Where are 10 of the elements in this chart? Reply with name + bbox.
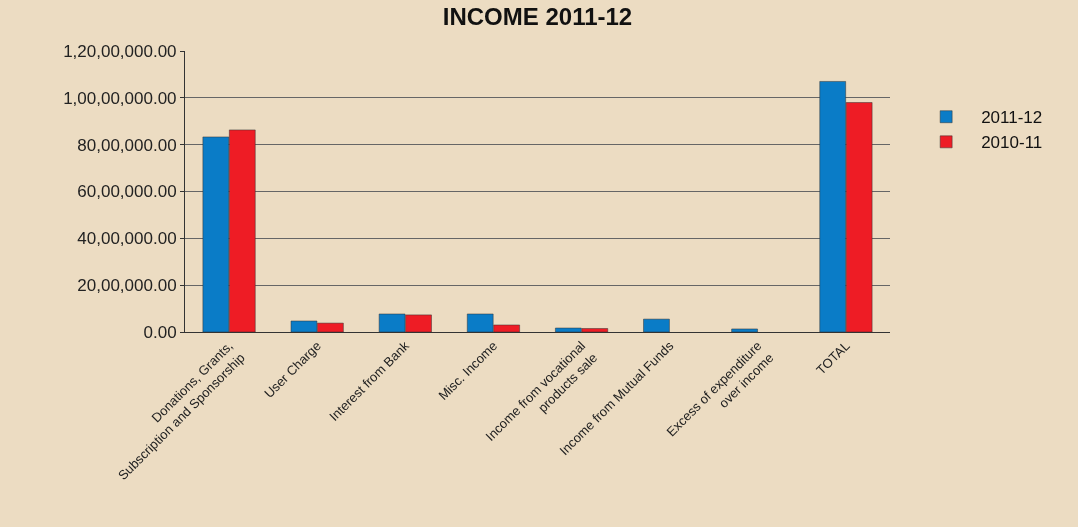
legend-label: 2011-12 [981,108,1043,128]
y-tick-label: 60,00,000.00 [77,182,177,202]
y-tick-label: 20,00,000.00 [77,276,177,296]
y-tick-label: 0.00 [143,322,177,342]
legend-label: 2010-11 [981,133,1043,153]
y-tick-label: 80,00,000.00 [77,135,177,155]
y-tick-label: 1,00,00,000.00 [63,88,177,108]
chart-title: INCOME 2011-12 [442,2,633,30]
y-tick-label: 40,00,000.00 [77,229,177,249]
y-tick-label: 1,20,00,000.00 [63,41,177,61]
